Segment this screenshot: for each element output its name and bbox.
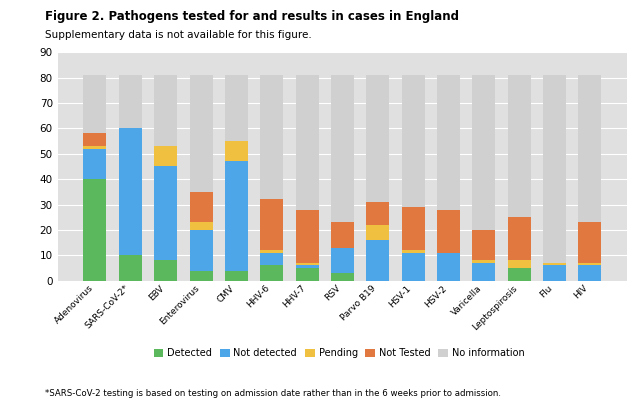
Bar bbox=[579, 75, 602, 222]
Bar bbox=[579, 263, 602, 265]
Bar bbox=[83, 134, 106, 146]
Bar bbox=[189, 271, 212, 281]
Bar bbox=[296, 265, 319, 268]
Bar bbox=[296, 268, 319, 281]
Bar bbox=[296, 75, 319, 210]
Bar bbox=[225, 141, 248, 161]
Bar bbox=[83, 179, 106, 281]
Bar bbox=[260, 199, 283, 250]
Bar bbox=[472, 75, 495, 230]
Bar bbox=[472, 263, 495, 281]
Bar bbox=[331, 248, 354, 273]
Text: Figure 2. Pathogens tested for and results in cases in England: Figure 2. Pathogens tested for and resul… bbox=[45, 10, 459, 23]
Bar bbox=[579, 222, 602, 263]
Bar bbox=[83, 146, 106, 149]
Bar bbox=[189, 222, 212, 230]
Bar bbox=[154, 166, 177, 260]
Legend: Detected, Not detected, Pending, Not Tested, No information: Detected, Not detected, Pending, Not Tes… bbox=[150, 344, 529, 362]
Bar bbox=[331, 273, 354, 281]
Bar bbox=[154, 260, 177, 281]
Bar bbox=[508, 217, 531, 260]
Bar bbox=[260, 253, 283, 265]
Bar bbox=[331, 222, 354, 248]
Bar bbox=[225, 161, 248, 271]
Bar bbox=[366, 225, 389, 240]
Bar bbox=[402, 75, 424, 207]
Bar bbox=[437, 253, 460, 281]
Bar bbox=[260, 265, 283, 281]
Bar bbox=[508, 260, 531, 268]
Bar bbox=[402, 253, 424, 281]
Bar bbox=[225, 75, 248, 141]
Bar bbox=[119, 75, 142, 128]
Bar bbox=[543, 75, 566, 263]
Bar bbox=[579, 265, 602, 281]
Bar bbox=[119, 255, 142, 281]
Bar bbox=[472, 230, 495, 260]
Bar bbox=[225, 271, 248, 281]
Bar bbox=[366, 202, 389, 225]
Bar bbox=[260, 250, 283, 253]
Bar bbox=[119, 128, 142, 255]
Bar bbox=[189, 192, 212, 222]
Bar bbox=[543, 265, 566, 281]
Bar bbox=[437, 210, 460, 253]
Bar bbox=[402, 207, 424, 250]
Bar bbox=[154, 146, 177, 166]
Bar bbox=[508, 75, 531, 217]
Bar bbox=[331, 75, 354, 222]
Bar bbox=[366, 75, 389, 202]
Bar bbox=[189, 75, 212, 192]
Bar bbox=[437, 75, 460, 210]
Bar bbox=[472, 260, 495, 263]
Bar bbox=[402, 250, 424, 253]
Bar bbox=[296, 263, 319, 265]
Text: *SARS-CoV-2 testing is based on testing on admission date rather than in the 6 w: *SARS-CoV-2 testing is based on testing … bbox=[45, 389, 501, 398]
Bar bbox=[508, 268, 531, 281]
Bar bbox=[260, 75, 283, 199]
Bar bbox=[366, 240, 389, 281]
Bar bbox=[189, 230, 212, 271]
Bar bbox=[83, 149, 106, 179]
Text: Supplementary data is not available for this figure.: Supplementary data is not available for … bbox=[45, 30, 312, 40]
Bar bbox=[543, 263, 566, 265]
Bar bbox=[296, 210, 319, 263]
Bar bbox=[83, 75, 106, 134]
Bar bbox=[154, 75, 177, 146]
